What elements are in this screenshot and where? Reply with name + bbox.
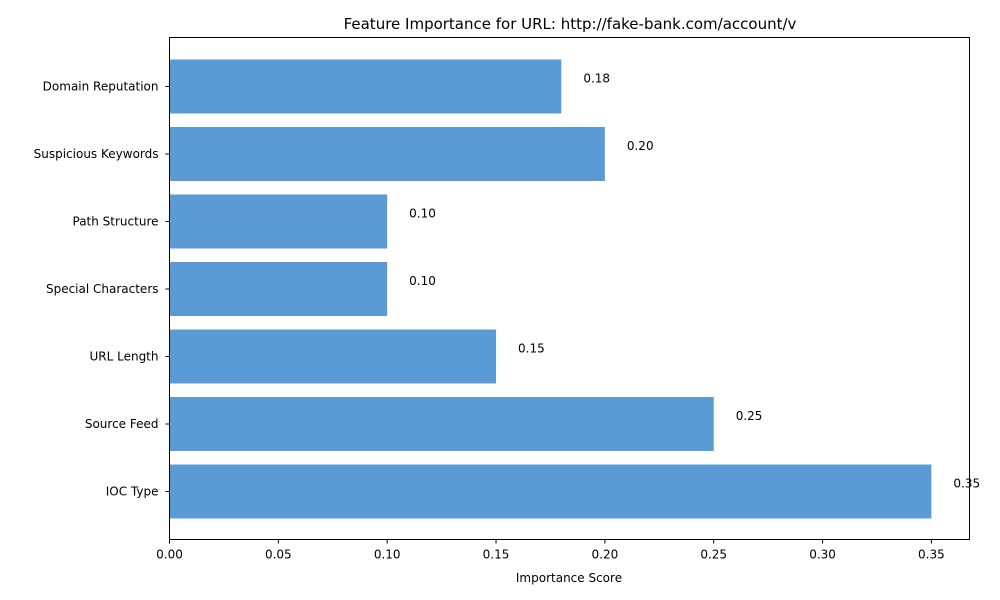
bar: [169, 194, 388, 249]
bar-value-label: 0.10: [409, 207, 436, 221]
y-tick-label: IOC Type: [106, 485, 159, 499]
bar-value-label: 0.20: [627, 139, 654, 153]
plot-frame: [169, 37, 970, 540]
bar-value-label: 0.18: [583, 72, 610, 86]
y-tick-label: Suspicious Keywords: [34, 147, 159, 161]
bar-value-label: 0.15: [518, 342, 545, 356]
x-tick-label: 0.00: [156, 548, 183, 562]
y-tick-label: URL Length: [89, 350, 158, 364]
x-axis-label: Importance Score: [516, 571, 622, 585]
x-tick-label: 0.35: [918, 548, 945, 562]
y-tick-label: Special Characters: [46, 282, 159, 296]
ticks-layer: IOC Type Source Feed URL Length Special Cha…: [34, 80, 945, 562]
bar: [169, 127, 605, 181]
bar-value-label: 0.35: [953, 477, 980, 491]
x-tick-label: 0.15: [483, 548, 510, 562]
x-tick-label: 0.05: [265, 548, 292, 562]
x-tick-label: 0.25: [700, 548, 727, 562]
chart-title: Feature Importance for URL: http://fake-…: [344, 15, 797, 33]
bars-layer: 0.35 0.25 0.15 0.10 0.10 0.20 0.18: [169, 59, 980, 519]
bar-value-label: 0.10: [409, 274, 436, 288]
bar: [169, 397, 714, 451]
y-tick-label: Domain Reputation: [43, 80, 159, 94]
bar: [169, 262, 388, 316]
bar-value-label: 0.25: [736, 409, 763, 423]
y-tick-label: Source Feed: [85, 417, 159, 431]
y-tick-label: Path Structure: [73, 215, 159, 229]
x-tick-label: 0.20: [592, 548, 619, 562]
bar: [169, 329, 497, 384]
bar: [169, 59, 562, 114]
bar: [169, 464, 932, 519]
x-tick-label: 0.10: [374, 548, 401, 562]
x-tick-label: 0.30: [809, 548, 836, 562]
